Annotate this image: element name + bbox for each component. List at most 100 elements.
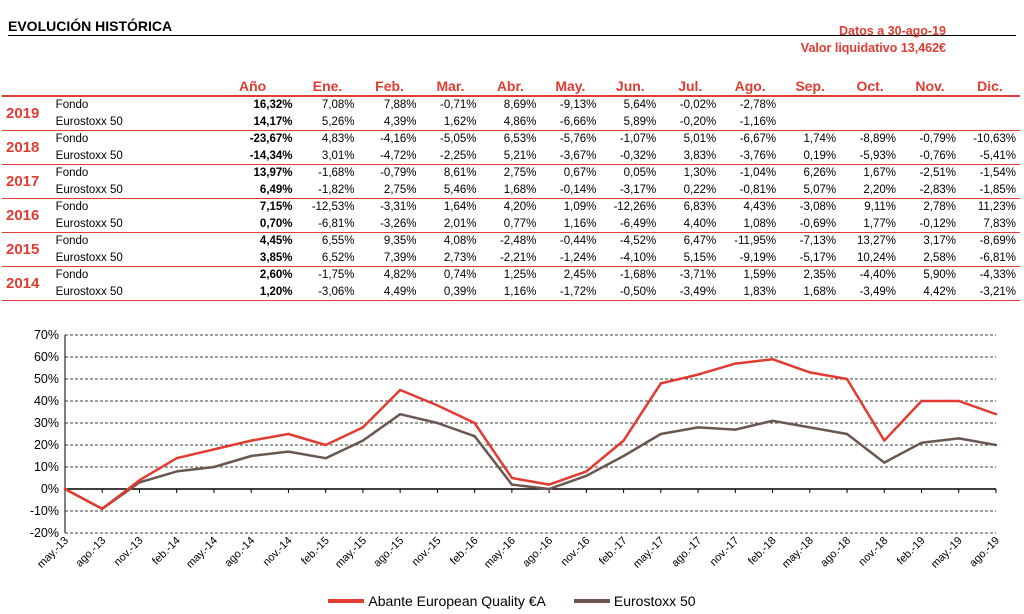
- monthly-return-cell: 7,88%: [383, 99, 417, 112]
- data-date-note: Datos a 30-ago-19: [839, 24, 946, 38]
- monthly-return-cell: 4,42%: [900, 283, 960, 301]
- monthly-return-cell: -2,21%: [480, 249, 541, 267]
- monthly-return-cell: -3,67%: [540, 147, 601, 165]
- legend-item: Eurostoxx 50: [573, 593, 696, 609]
- monthly-return-cell: 6,52%: [296, 249, 359, 267]
- x-tick-label: feb.-16: [448, 535, 481, 568]
- data-point: [920, 399, 923, 403]
- monthly-return-cell: -4,72%: [358, 147, 421, 165]
- chart-grid: [64, 334, 996, 534]
- annual-return-cell: -23,67%: [249, 133, 293, 146]
- monthly-return-cell: 4,86%: [480, 113, 541, 131]
- annual-return-cell: 3,85%: [208, 249, 297, 267]
- monthly-return-cell: -0,12%: [900, 215, 960, 233]
- row-label: Fondo: [55, 269, 89, 282]
- monthly-return-cell: -0,14%: [540, 181, 601, 199]
- monthly-return-cell: -0,79%: [919, 133, 956, 146]
- monthly-return-cell: -2,83%: [900, 181, 960, 199]
- row-label: Eurostoxx 50: [53, 249, 209, 267]
- data-point: [957, 437, 960, 440]
- data-point: [510, 476, 514, 480]
- monthly-return-cell: 9,35%: [383, 235, 417, 248]
- column-header: Nov.: [900, 76, 960, 97]
- data-point: [734, 362, 737, 365]
- annual-return-cell: 4,45%: [259, 235, 293, 248]
- monthly-return-cell: -0,32%: [600, 147, 661, 165]
- data-point: [175, 457, 178, 460]
- monthly-return-cell: [900, 113, 960, 131]
- monthly-return-cell: -7,13%: [799, 235, 837, 248]
- monthly-return-cell: 1,77%: [840, 215, 901, 233]
- column-header: Ene.: [296, 76, 359, 97]
- monthly-return-cell: 5,26%: [296, 113, 359, 131]
- monthly-return-cell: 0,77%: [480, 215, 541, 233]
- monthly-return-cell: 0,74%: [443, 269, 477, 282]
- data-point: [883, 439, 886, 442]
- column-header: Jun.: [600, 76, 661, 97]
- monthly-return-cell: -6,49%: [600, 215, 661, 233]
- monthly-return-cell: 4,83%: [321, 133, 355, 146]
- data-point: [734, 428, 737, 431]
- data-point: [398, 413, 402, 416]
- monthly-return-cell: -3,49%: [840, 283, 901, 301]
- annual-return-cell: 16,32%: [253, 99, 293, 112]
- monthly-return-cell: 4,49%: [358, 283, 421, 301]
- x-tick-label: may.-13: [35, 535, 71, 571]
- data-point: [622, 439, 625, 442]
- data-point: [920, 441, 923, 444]
- monthly-return-cell: 5,89%: [600, 113, 661, 131]
- monthly-return-cell: 1,30%: [683, 167, 717, 180]
- data-point: [287, 450, 290, 453]
- column-header: Feb.: [358, 76, 421, 97]
- monthly-return-cell: 6,55%: [321, 235, 355, 248]
- data-point: [324, 457, 327, 460]
- monthly-return-cell: -5,93%: [840, 147, 901, 165]
- monthly-return-cell: -1,68%: [318, 167, 355, 180]
- monthly-return-cell: -0,81%: [720, 181, 781, 199]
- monthly-return-cell: -0,02%: [679, 99, 717, 112]
- monthly-return-cell: -0,44%: [559, 235, 597, 248]
- year-label: 2014: [2, 266, 54, 301]
- x-tick-label: nov.-14: [261, 535, 295, 569]
- data-point: [510, 483, 514, 486]
- data-point: [994, 413, 998, 416]
- monthly-return-cell: -3,08%: [799, 201, 837, 214]
- monthly-return-cell: 2,58%: [900, 249, 960, 267]
- y-tick-label: -20%: [30, 526, 59, 540]
- monthly-return-cell: 0,67%: [563, 167, 597, 180]
- legend-swatch: [328, 599, 365, 603]
- monthly-return-cell: -4,40%: [859, 269, 897, 282]
- monthly-return-cell: -9,13%: [559, 99, 597, 112]
- historical-performance-table: Año Ene. Feb. Mar. Abr. May. Jun. Jul. Ago. Sep. O…: [2, 76, 1020, 301]
- data-point: [212, 465, 216, 469]
- monthly-return-cell: 5,15%: [660, 249, 721, 267]
- monthly-return-cell: 2,75%: [358, 181, 421, 199]
- monthly-return-cell: -0,20%: [660, 113, 721, 131]
- column-header: May.: [540, 76, 601, 97]
- x-tick-label: feb.-17: [597, 535, 630, 568]
- row-label: Fondo: [55, 99, 89, 112]
- monthly-return-cell: -1,04%: [739, 167, 777, 180]
- monthly-return-cell: -3,71%: [679, 269, 717, 282]
- monthly-return-cell: 6,53%: [503, 133, 537, 146]
- column-header: Sep.: [780, 76, 841, 97]
- table-row: Eurostoxx 50 -14,34% 3,01% -4,72% -2,25% 5,21…: [2, 147, 1020, 165]
- data-point: [398, 388, 402, 392]
- x-tick-label: ago.-13: [73, 535, 108, 570]
- x-tick-label: feb.-14: [150, 535, 183, 568]
- monthly-return-cell: -3,49%: [660, 283, 721, 301]
- monthly-return-cell: 5,46%: [420, 181, 481, 199]
- legend-label: Eurostoxx 50: [613, 593, 696, 609]
- monthly-return-cell: -6,67%: [739, 133, 777, 146]
- data-point: [957, 399, 960, 403]
- table-row: 2015 Fondo 4,45% 6,55% 9,35% 4,08% -2,48% -0,44…: [2, 232, 1020, 267]
- annual-return-cell: 13,97%: [253, 167, 293, 180]
- monthly-return-cell: -3,76%: [720, 147, 781, 165]
- data-point: [324, 443, 327, 447]
- table-row: Eurostoxx 50 6,49% -1,82% 2,75% 5,46% 1,68% -0…: [2, 181, 1020, 199]
- monthly-return-cell: 4,20%: [503, 201, 537, 214]
- table-row: 2016 Fondo 7,15% -12,53% -3,31% 1,64% 4,20% 1,0…: [2, 198, 1020, 233]
- monthly-return-cell: -4,33%: [979, 269, 1016, 282]
- monthly-return-cell: 10,24%: [840, 249, 901, 267]
- monthly-return-cell: 3,17%: [923, 235, 956, 248]
